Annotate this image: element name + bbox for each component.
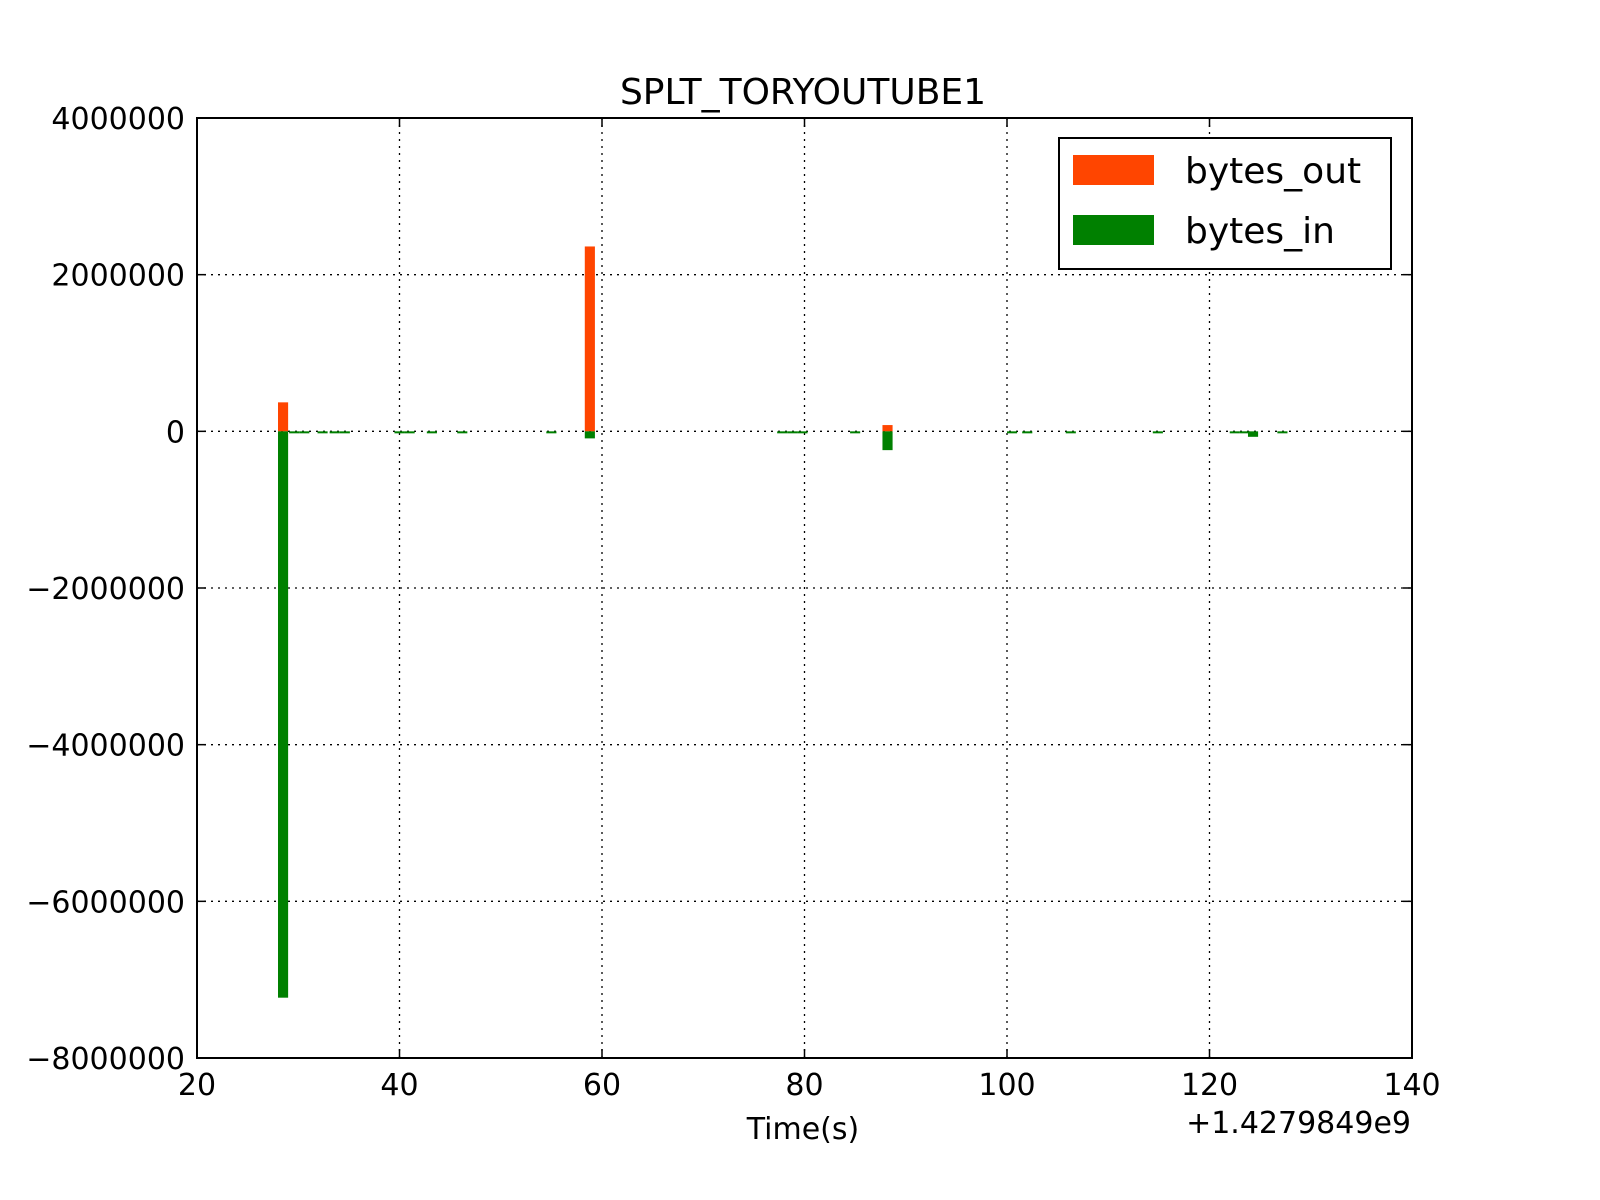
bar-bytes-in: [457, 431, 468, 434]
x-tick-label: 80: [785, 1068, 823, 1103]
bar-bytes-in: [1239, 431, 1250, 434]
x-tick-label: 40: [380, 1068, 418, 1103]
bar-bytes-in: [546, 431, 557, 434]
bar-bytes-in: [317, 431, 328, 434]
bar-bytes-out: [278, 402, 289, 432]
bar-bytes-in: [299, 431, 310, 434]
grid: [197, 118, 1412, 1058]
bar-bytes-in: [797, 431, 808, 434]
bar-bytes-in: [1007, 431, 1018, 434]
bar-bytes-in: [278, 431, 289, 998]
bar-bytes-in: [850, 431, 861, 434]
bar-bytes-in: [787, 431, 798, 434]
x-axis-label: Time(s): [746, 1112, 859, 1147]
x-tick-label: 120: [1181, 1068, 1238, 1103]
x-tick-label: 140: [1383, 1068, 1440, 1103]
y-tick-label: −6000000: [26, 885, 185, 920]
y-tick-label: −2000000: [26, 572, 185, 607]
bar-bytes-in: [329, 431, 340, 434]
x-tick-label: 100: [978, 1068, 1035, 1103]
bar-bytes-in: [339, 431, 350, 434]
y-tick-label: −4000000: [26, 729, 185, 764]
bar-bytes-in: [882, 431, 893, 451]
legend-label-bytes-in: bytes_in: [1185, 211, 1335, 252]
bar-bytes-in: [1065, 431, 1076, 434]
bar-bytes-out: [882, 425, 893, 432]
bar-bytes-in: [1152, 431, 1163, 434]
y-tick-label: 2000000: [51, 259, 185, 294]
bar-bytes-in: [777, 431, 788, 434]
x-offset-label: +1.4279849e9: [1186, 1106, 1411, 1141]
bar-bytes-in: [289, 431, 300, 434]
bar-bytes-in: [404, 431, 415, 434]
x-tick-label: 60: [583, 1068, 621, 1103]
legend-label-bytes-out: bytes_out: [1185, 151, 1361, 192]
bar-bytes-in: [1022, 431, 1033, 434]
bar-bytes-in: [1229, 431, 1240, 434]
bar-bytes-in: [394, 431, 405, 434]
y-tick-label: −8000000: [26, 1042, 185, 1077]
bars: [278, 246, 1288, 998]
y-tick-label: 0: [166, 415, 185, 450]
chart-title: SPLT_TORYOUTUBE1: [620, 72, 986, 113]
bar-bytes-out: [584, 246, 595, 432]
bar-bytes-in: [1247, 431, 1259, 437]
bar-bytes-in: [584, 431, 595, 439]
legend: bytes_out bytes_in: [1058, 137, 1392, 270]
legend-swatch-bytes-in: [1073, 215, 1154, 245]
legend-swatch-bytes-out: [1073, 155, 1154, 185]
y-tick-label: 4000000: [51, 102, 185, 137]
ticks: 20 40 60 80 100 120 140 4000000 2000000 0 −2000000…: [26, 102, 1440, 1103]
bar-bytes-in: [426, 431, 437, 434]
bar-bytes-in: [1277, 431, 1288, 434]
x-tick-label: 20: [178, 1068, 216, 1103]
